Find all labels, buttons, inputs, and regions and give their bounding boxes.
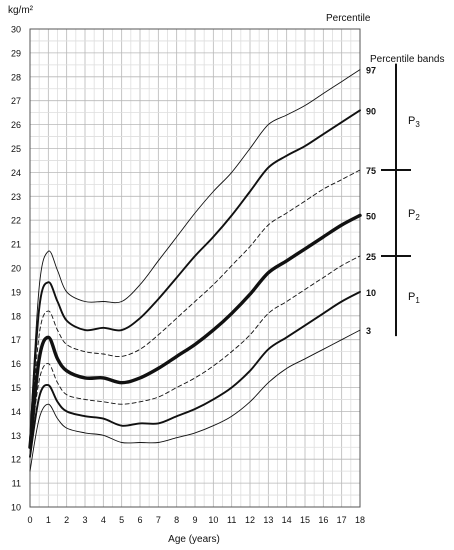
y-tick-label: 15 bbox=[11, 383, 21, 393]
y-tick-label: 20 bbox=[11, 264, 21, 274]
percentile-90-line bbox=[29, 109, 361, 442]
x-tick-label: 16 bbox=[318, 515, 328, 525]
percentile-lines bbox=[28, 69, 362, 472]
y-tick-label: 22 bbox=[11, 216, 21, 226]
percentile-legend-title: Percentile bbox=[326, 13, 371, 24]
y-tick-label: 23 bbox=[11, 192, 21, 202]
x-tick-label: 5 bbox=[119, 515, 124, 525]
x-tick-label: 15 bbox=[300, 515, 310, 525]
percentile-25-line bbox=[29, 255, 361, 453]
x-tick-label: 3 bbox=[82, 515, 87, 525]
y-tick-label: 13 bbox=[11, 431, 21, 441]
percentile-end-labels: 97 90 75 50 25 10 3 bbox=[366, 66, 376, 337]
percentile-97-label: 97 bbox=[366, 66, 376, 76]
x-tick-label: 11 bbox=[227, 515, 236, 525]
y-tick-label: 16 bbox=[11, 359, 21, 369]
percentile-bands-title: Percentile bands bbox=[370, 54, 445, 65]
percentile-3-label: 3 bbox=[366, 326, 371, 336]
percentile-90-label: 90 bbox=[366, 106, 376, 116]
percentile-3-line bbox=[29, 329, 361, 472]
plot-border bbox=[29, 28, 361, 508]
y-tick-label: 29 bbox=[11, 48, 21, 58]
x-tick-label: 2 bbox=[64, 515, 69, 525]
x-tick-label: 10 bbox=[208, 515, 218, 525]
percentile-25-label: 25 bbox=[366, 252, 376, 262]
y-tick-label: 25 bbox=[11, 144, 21, 154]
x-tick-label: 17 bbox=[337, 515, 347, 525]
y-tick-label: 11 bbox=[12, 479, 21, 489]
x-axis-label: Age (years) bbox=[168, 534, 220, 545]
percentile-50-line bbox=[28, 213, 362, 449]
y-axis-unit-label: kg/m² bbox=[8, 5, 34, 16]
grid bbox=[29, 28, 361, 508]
y-tick-label: 26 bbox=[11, 120, 21, 130]
y-tick-label: 28 bbox=[11, 72, 21, 82]
y-tick-label: 12 bbox=[11, 455, 21, 465]
tick-labels: 0 1 2 3 4 5 6 7 8 9 10 11 12 13 14 15 16 17 18101112131415… bbox=[11, 25, 365, 526]
percentile-10-label: 10 bbox=[366, 288, 376, 298]
y-tick-label: 24 bbox=[11, 168, 21, 178]
x-tick-label: 7 bbox=[156, 515, 161, 525]
x-tick-label: 6 bbox=[137, 515, 142, 525]
percentile-97-line bbox=[29, 69, 361, 436]
y-tick-label: 19 bbox=[11, 287, 21, 297]
x-tick-label: 13 bbox=[263, 515, 273, 525]
x-tick-label: 4 bbox=[101, 515, 106, 525]
x-tick-label: 8 bbox=[174, 515, 179, 525]
percentile-50-label: 50 bbox=[366, 211, 376, 221]
x-tick-label: 12 bbox=[245, 515, 255, 525]
percentile-75-line bbox=[29, 169, 361, 443]
x-tick-label: 9 bbox=[192, 515, 197, 525]
x-tick-label: 18 bbox=[355, 515, 365, 525]
percentile-10-line bbox=[29, 290, 361, 458]
y-tick-label: 10 bbox=[11, 503, 21, 513]
x-tick-label: 1 bbox=[46, 515, 51, 525]
x-tick-label: 0 bbox=[27, 515, 32, 525]
y-tick-label: 30 bbox=[11, 25, 21, 35]
y-tick-label: 14 bbox=[11, 407, 21, 417]
y-tick-label: 17 bbox=[11, 335, 21, 345]
percentile-75-label: 75 bbox=[366, 166, 376, 176]
x-tick-label: 14 bbox=[282, 515, 292, 525]
y-tick-label: 27 bbox=[11, 96, 21, 106]
y-tick-label: 18 bbox=[11, 311, 21, 321]
y-tick-label: 21 bbox=[11, 240, 21, 250]
